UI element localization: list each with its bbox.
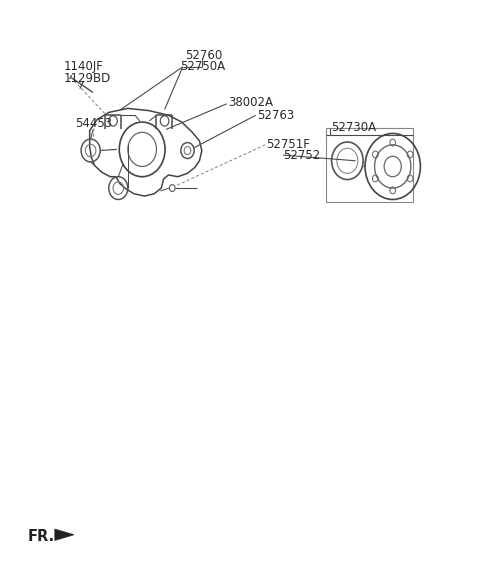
Text: 52752: 52752 <box>283 149 320 161</box>
Text: 1140JF: 1140JF <box>63 61 103 73</box>
Polygon shape <box>55 529 74 541</box>
Text: 52730A: 52730A <box>331 121 376 134</box>
Bar <box>326 128 413 202</box>
Text: 38002A: 38002A <box>228 96 273 109</box>
Text: 54453: 54453 <box>75 117 112 130</box>
Text: 1129BD: 1129BD <box>63 72 111 85</box>
Text: FR.: FR. <box>28 529 55 544</box>
Text: 52750A: 52750A <box>180 60 226 73</box>
Text: 52751F: 52751F <box>266 138 310 152</box>
Text: 52760: 52760 <box>185 49 222 62</box>
Text: 52763: 52763 <box>257 109 294 122</box>
